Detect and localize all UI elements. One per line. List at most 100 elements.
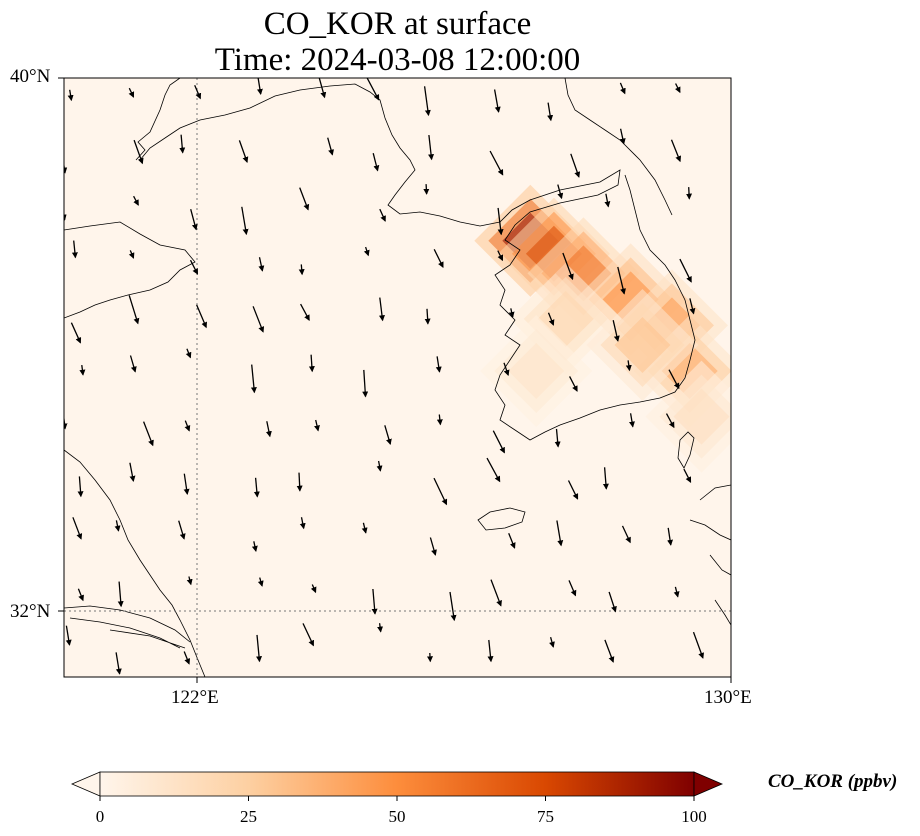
wind-arrow (497, 250, 504, 262)
wind-arrow (300, 303, 310, 321)
wind-arrow (508, 308, 515, 318)
wind-arrow (363, 246, 370, 257)
wind-arrow (692, 631, 705, 659)
wind-arrow (556, 520, 564, 547)
wind-arrow (196, 304, 208, 329)
wind-arrow (258, 257, 265, 272)
wind-arrow (194, 85, 202, 100)
wind-arrow (183, 651, 191, 665)
colorbar-extend-min (70, 771, 101, 797)
coastline-korea-north (564, 78, 673, 216)
wind-arrow (423, 184, 430, 195)
wind-arrow (619, 82, 626, 95)
wind-arrow (424, 308, 431, 325)
wind-arrow (493, 89, 501, 113)
wind-arrow (674, 83, 681, 94)
wind-arrow (487, 639, 494, 663)
axis-ticks (58, 77, 732, 683)
wind-vectors (64, 78, 705, 675)
plume-cell (614, 316, 671, 373)
coastlines (64, 78, 731, 677)
wind-arrow (185, 348, 192, 359)
wind-arrow (433, 477, 448, 506)
wind-arrow (64, 161, 68, 174)
wind-arrow (302, 623, 314, 647)
wind-arrow (435, 356, 442, 373)
wind-arrow (486, 457, 501, 483)
wind-arrow (376, 460, 383, 472)
tsushima-island (677, 431, 695, 469)
colorbar-extend-max (693, 771, 724, 797)
wind-arrow (178, 520, 186, 540)
wind-arrow (604, 193, 611, 208)
wind-arrow (619, 128, 626, 145)
wind-arrow (128, 295, 140, 325)
wind-arrow (568, 580, 577, 597)
wind-arrow (79, 365, 86, 376)
wind-arrow (625, 360, 632, 372)
wind-arrow (549, 637, 555, 648)
wind-arrow (617, 266, 626, 295)
wind-arrow (379, 297, 385, 322)
plume-cell (673, 388, 730, 445)
colorbar-label: CO_KOR (ppbv) (768, 771, 898, 792)
wind-arrow (179, 134, 186, 154)
wind-arrow (189, 259, 199, 275)
co-concentration-field (474, 184, 731, 473)
coastline-china-east (64, 449, 206, 677)
colorbar-tick-label: 0 (96, 807, 105, 826)
wind-arrow (296, 472, 303, 492)
wind-arrow (668, 369, 680, 390)
wind-arrow (492, 430, 505, 454)
wind-arrow (298, 264, 305, 276)
wind-arrow (508, 532, 516, 549)
wind-arrow (612, 320, 620, 342)
map-title-line2: Time: 2024-03-08 12:00:00 (214, 42, 581, 78)
gridlines (64, 78, 731, 677)
wind-arrow (133, 139, 144, 165)
wind-arrow (490, 579, 502, 607)
wind-arrow (384, 425, 392, 446)
wind-arrow (562, 252, 574, 281)
wind-arrow (265, 421, 272, 438)
colorbar-tick-label: 50 (389, 807, 406, 826)
wind-arrow (436, 414, 443, 426)
wind-arrow (608, 591, 617, 613)
wind-arrow (128, 250, 135, 259)
wind-arrow (429, 537, 437, 556)
wind-arrow (70, 322, 82, 344)
wind-arrow (129, 462, 136, 482)
wind-arrow (570, 153, 581, 178)
wind-arrow (679, 258, 692, 283)
wind-arrow (238, 140, 249, 163)
wind-arrow (423, 86, 431, 117)
wind-arrow (554, 428, 561, 448)
wind-arrow (308, 354, 315, 373)
jeju-island (477, 507, 526, 531)
wind-arrow (547, 312, 555, 326)
wind-arrow (310, 584, 317, 594)
wind-arrow (569, 376, 578, 392)
wind-arrow (621, 525, 631, 544)
wind-arrow (361, 522, 368, 534)
wind-arrow (256, 634, 263, 663)
wind-arrow (115, 652, 122, 675)
wind-arrow (673, 586, 680, 598)
colorbar-tick-label: 75 (537, 807, 554, 826)
wind-arrow (683, 468, 692, 483)
wind-arrow (72, 517, 83, 540)
wind-arrow (186, 576, 193, 586)
wind-arrow (377, 623, 384, 633)
wind-arrow (547, 102, 554, 122)
wind-arrow (117, 581, 124, 608)
wind-arrow (372, 153, 380, 172)
wind-arrow (250, 364, 257, 394)
wind-arrow (299, 187, 310, 211)
wind-arrow (497, 207, 504, 236)
wind-arrow (183, 473, 190, 495)
wind-arrow (557, 184, 564, 200)
wind-arrow (427, 652, 433, 663)
wind-arrow (71, 240, 78, 259)
coastline-china-north (64, 221, 196, 319)
wind-arrow (252, 306, 265, 333)
